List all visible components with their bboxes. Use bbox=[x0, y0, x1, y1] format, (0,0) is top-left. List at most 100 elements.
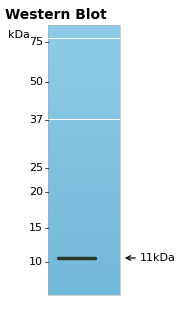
Bar bbox=[48, 96, 120, 98]
Bar bbox=[48, 78, 120, 79]
Bar bbox=[48, 154, 120, 156]
Bar bbox=[48, 132, 120, 133]
Text: 25: 25 bbox=[29, 163, 43, 173]
Bar bbox=[48, 124, 120, 125]
Bar bbox=[48, 230, 120, 231]
Bar bbox=[48, 188, 120, 190]
Bar bbox=[48, 156, 120, 157]
Bar bbox=[48, 275, 120, 276]
Bar bbox=[48, 98, 120, 99]
Bar bbox=[48, 110, 120, 112]
Bar bbox=[48, 71, 120, 72]
Bar bbox=[48, 140, 120, 141]
Bar bbox=[48, 248, 120, 249]
Bar bbox=[48, 122, 120, 124]
Bar bbox=[48, 28, 120, 29]
Bar bbox=[48, 51, 120, 52]
Bar bbox=[48, 286, 120, 287]
Bar bbox=[48, 221, 120, 222]
Text: 37: 37 bbox=[29, 115, 43, 125]
Bar bbox=[48, 251, 120, 252]
Bar bbox=[48, 215, 120, 217]
Bar bbox=[48, 218, 120, 219]
Bar bbox=[48, 267, 120, 268]
Bar bbox=[48, 30, 120, 32]
Bar bbox=[48, 126, 120, 128]
Bar bbox=[48, 116, 120, 117]
Bar bbox=[48, 193, 120, 194]
Bar bbox=[48, 76, 120, 78]
Bar bbox=[48, 199, 120, 201]
Bar bbox=[48, 141, 120, 142]
Bar bbox=[48, 187, 120, 188]
Bar bbox=[48, 176, 120, 178]
Bar bbox=[48, 206, 120, 207]
Bar bbox=[48, 120, 120, 121]
Bar bbox=[48, 125, 120, 126]
Bar bbox=[48, 271, 120, 272]
Bar bbox=[48, 210, 120, 211]
Bar bbox=[48, 107, 120, 109]
Bar bbox=[48, 74, 120, 75]
Bar bbox=[48, 165, 120, 167]
Bar bbox=[48, 137, 120, 138]
Bar bbox=[48, 175, 120, 176]
Bar bbox=[48, 229, 120, 230]
Bar bbox=[48, 159, 120, 160]
Bar bbox=[48, 240, 120, 241]
Bar bbox=[48, 87, 120, 88]
Bar bbox=[48, 186, 120, 187]
Bar bbox=[48, 242, 120, 244]
Text: 50: 50 bbox=[29, 77, 43, 87]
Bar bbox=[48, 237, 120, 238]
Bar bbox=[48, 25, 120, 295]
Bar bbox=[48, 39, 120, 40]
Bar bbox=[48, 195, 120, 197]
Bar bbox=[48, 241, 120, 242]
Bar bbox=[48, 84, 120, 86]
Bar bbox=[48, 59, 120, 60]
Bar bbox=[48, 106, 120, 107]
Bar bbox=[48, 211, 120, 213]
Bar bbox=[48, 43, 120, 44]
Text: Western Blot: Western Blot bbox=[5, 8, 107, 22]
Bar bbox=[48, 294, 120, 295]
Bar bbox=[48, 109, 120, 110]
Bar bbox=[48, 273, 120, 275]
Bar bbox=[48, 52, 120, 53]
Bar bbox=[48, 238, 120, 240]
Bar bbox=[48, 207, 120, 209]
Bar bbox=[48, 268, 120, 269]
Bar bbox=[48, 26, 120, 28]
Bar bbox=[48, 279, 120, 280]
Bar bbox=[48, 246, 120, 248]
Bar bbox=[48, 169, 120, 171]
Bar bbox=[48, 194, 120, 195]
Bar bbox=[48, 79, 120, 80]
Bar bbox=[48, 114, 120, 116]
Bar bbox=[48, 290, 120, 291]
Bar bbox=[48, 245, 120, 246]
Bar bbox=[48, 260, 120, 261]
Bar bbox=[48, 284, 120, 286]
Bar bbox=[48, 153, 120, 154]
Bar bbox=[48, 148, 120, 149]
Bar bbox=[48, 259, 120, 260]
Bar bbox=[48, 134, 120, 136]
Bar bbox=[48, 129, 120, 130]
Bar bbox=[48, 146, 120, 148]
Bar bbox=[48, 244, 120, 245]
Text: 10: 10 bbox=[29, 257, 43, 267]
Bar bbox=[48, 217, 120, 218]
Bar bbox=[48, 164, 120, 165]
Bar bbox=[48, 45, 120, 47]
Bar bbox=[48, 91, 120, 92]
Bar bbox=[48, 209, 120, 210]
Bar bbox=[48, 180, 120, 182]
Bar bbox=[48, 249, 120, 251]
Bar bbox=[48, 95, 120, 96]
Bar bbox=[48, 257, 120, 259]
Bar bbox=[48, 223, 120, 225]
Bar bbox=[48, 83, 120, 84]
Bar bbox=[48, 179, 120, 180]
